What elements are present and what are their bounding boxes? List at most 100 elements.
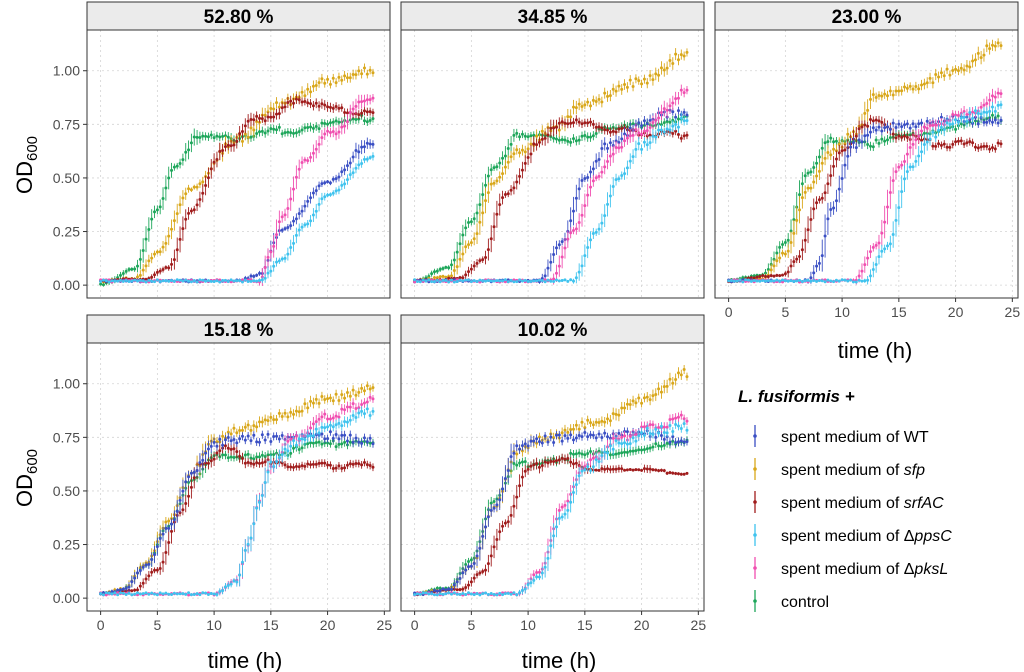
data-point bbox=[365, 400, 369, 404]
data-point bbox=[306, 126, 310, 130]
series-sfp bbox=[413, 48, 689, 283]
data-point bbox=[492, 181, 496, 185]
data-point bbox=[489, 501, 493, 505]
data-point bbox=[124, 269, 128, 273]
data-point bbox=[345, 76, 349, 80]
data-point bbox=[464, 278, 468, 282]
data-point bbox=[328, 463, 332, 467]
data-point bbox=[167, 266, 171, 270]
data-point bbox=[781, 251, 785, 255]
data-point bbox=[478, 203, 482, 207]
data-point bbox=[158, 567, 162, 571]
data-point bbox=[854, 280, 858, 284]
data-point bbox=[187, 494, 191, 498]
data-point bbox=[249, 428, 253, 432]
data-point bbox=[501, 156, 505, 160]
data-point bbox=[985, 44, 989, 48]
data-point bbox=[136, 591, 139, 595]
data-point bbox=[894, 170, 898, 174]
data-point bbox=[569, 278, 573, 282]
data-point bbox=[275, 418, 279, 422]
data-point bbox=[583, 204, 587, 208]
data-point bbox=[257, 116, 261, 120]
data-point bbox=[133, 588, 137, 592]
data-point bbox=[662, 443, 666, 447]
data-point bbox=[365, 463, 369, 467]
data-point bbox=[637, 142, 641, 146]
data-point bbox=[138, 278, 142, 282]
data-point bbox=[580, 122, 584, 126]
facet-title: 15.18 % bbox=[204, 320, 274, 341]
data-point bbox=[172, 219, 176, 223]
data-point bbox=[518, 174, 522, 178]
data-point bbox=[127, 591, 131, 595]
data-point bbox=[351, 388, 355, 392]
data-point bbox=[834, 199, 838, 203]
data-point bbox=[620, 137, 624, 141]
data-point bbox=[155, 270, 159, 274]
data-point bbox=[657, 73, 661, 77]
data-point bbox=[153, 280, 157, 284]
data-point bbox=[674, 97, 678, 101]
data-point bbox=[153, 592, 157, 596]
data-point bbox=[467, 243, 471, 247]
data-point bbox=[563, 246, 567, 250]
data-point bbox=[832, 140, 836, 144]
data-point bbox=[888, 136, 892, 140]
data-point bbox=[671, 124, 675, 128]
data-point bbox=[323, 121, 327, 125]
data-point bbox=[314, 427, 318, 431]
data-point bbox=[252, 118, 256, 122]
data-point bbox=[897, 206, 901, 210]
data-point bbox=[959, 139, 963, 143]
data-point bbox=[996, 141, 1000, 145]
data-point bbox=[255, 279, 259, 283]
data-point bbox=[303, 94, 307, 98]
data-point bbox=[206, 135, 210, 139]
data-point bbox=[277, 112, 281, 116]
data-point bbox=[954, 140, 958, 144]
data-point bbox=[631, 133, 635, 137]
data-point bbox=[954, 113, 958, 117]
data-point bbox=[360, 386, 364, 390]
data-point bbox=[184, 480, 188, 484]
data-point bbox=[144, 237, 148, 241]
data-point bbox=[303, 204, 307, 208]
data-point bbox=[990, 120, 994, 124]
data-point bbox=[651, 134, 655, 138]
data-point bbox=[272, 244, 276, 248]
data-point bbox=[362, 99, 366, 103]
data-point bbox=[682, 110, 686, 114]
data-point bbox=[320, 77, 324, 81]
data-point bbox=[597, 158, 601, 162]
data-point bbox=[772, 257, 776, 261]
data-point bbox=[286, 415, 290, 419]
data-point bbox=[337, 188, 341, 192]
data-point bbox=[455, 280, 459, 284]
data-point bbox=[189, 471, 193, 475]
data-point bbox=[481, 279, 485, 283]
data-point bbox=[732, 279, 736, 283]
data-point bbox=[354, 149, 358, 153]
data-point bbox=[263, 418, 267, 422]
data-point bbox=[286, 449, 290, 453]
data-point bbox=[252, 522, 256, 526]
data-point bbox=[277, 125, 281, 129]
data-point bbox=[560, 138, 564, 142]
data-point bbox=[172, 518, 176, 522]
data-point bbox=[515, 148, 519, 152]
data-point bbox=[586, 245, 590, 249]
data-point bbox=[255, 132, 259, 136]
data-point bbox=[348, 161, 352, 165]
data-point bbox=[300, 100, 304, 104]
data-point bbox=[948, 145, 952, 149]
data-point bbox=[306, 442, 310, 446]
data-point bbox=[232, 426, 236, 430]
data-point bbox=[432, 270, 436, 274]
data-point bbox=[317, 127, 321, 131]
data-point bbox=[198, 593, 202, 597]
data-point bbox=[976, 111, 980, 115]
data-point bbox=[832, 206, 836, 210]
data-point bbox=[243, 453, 247, 457]
